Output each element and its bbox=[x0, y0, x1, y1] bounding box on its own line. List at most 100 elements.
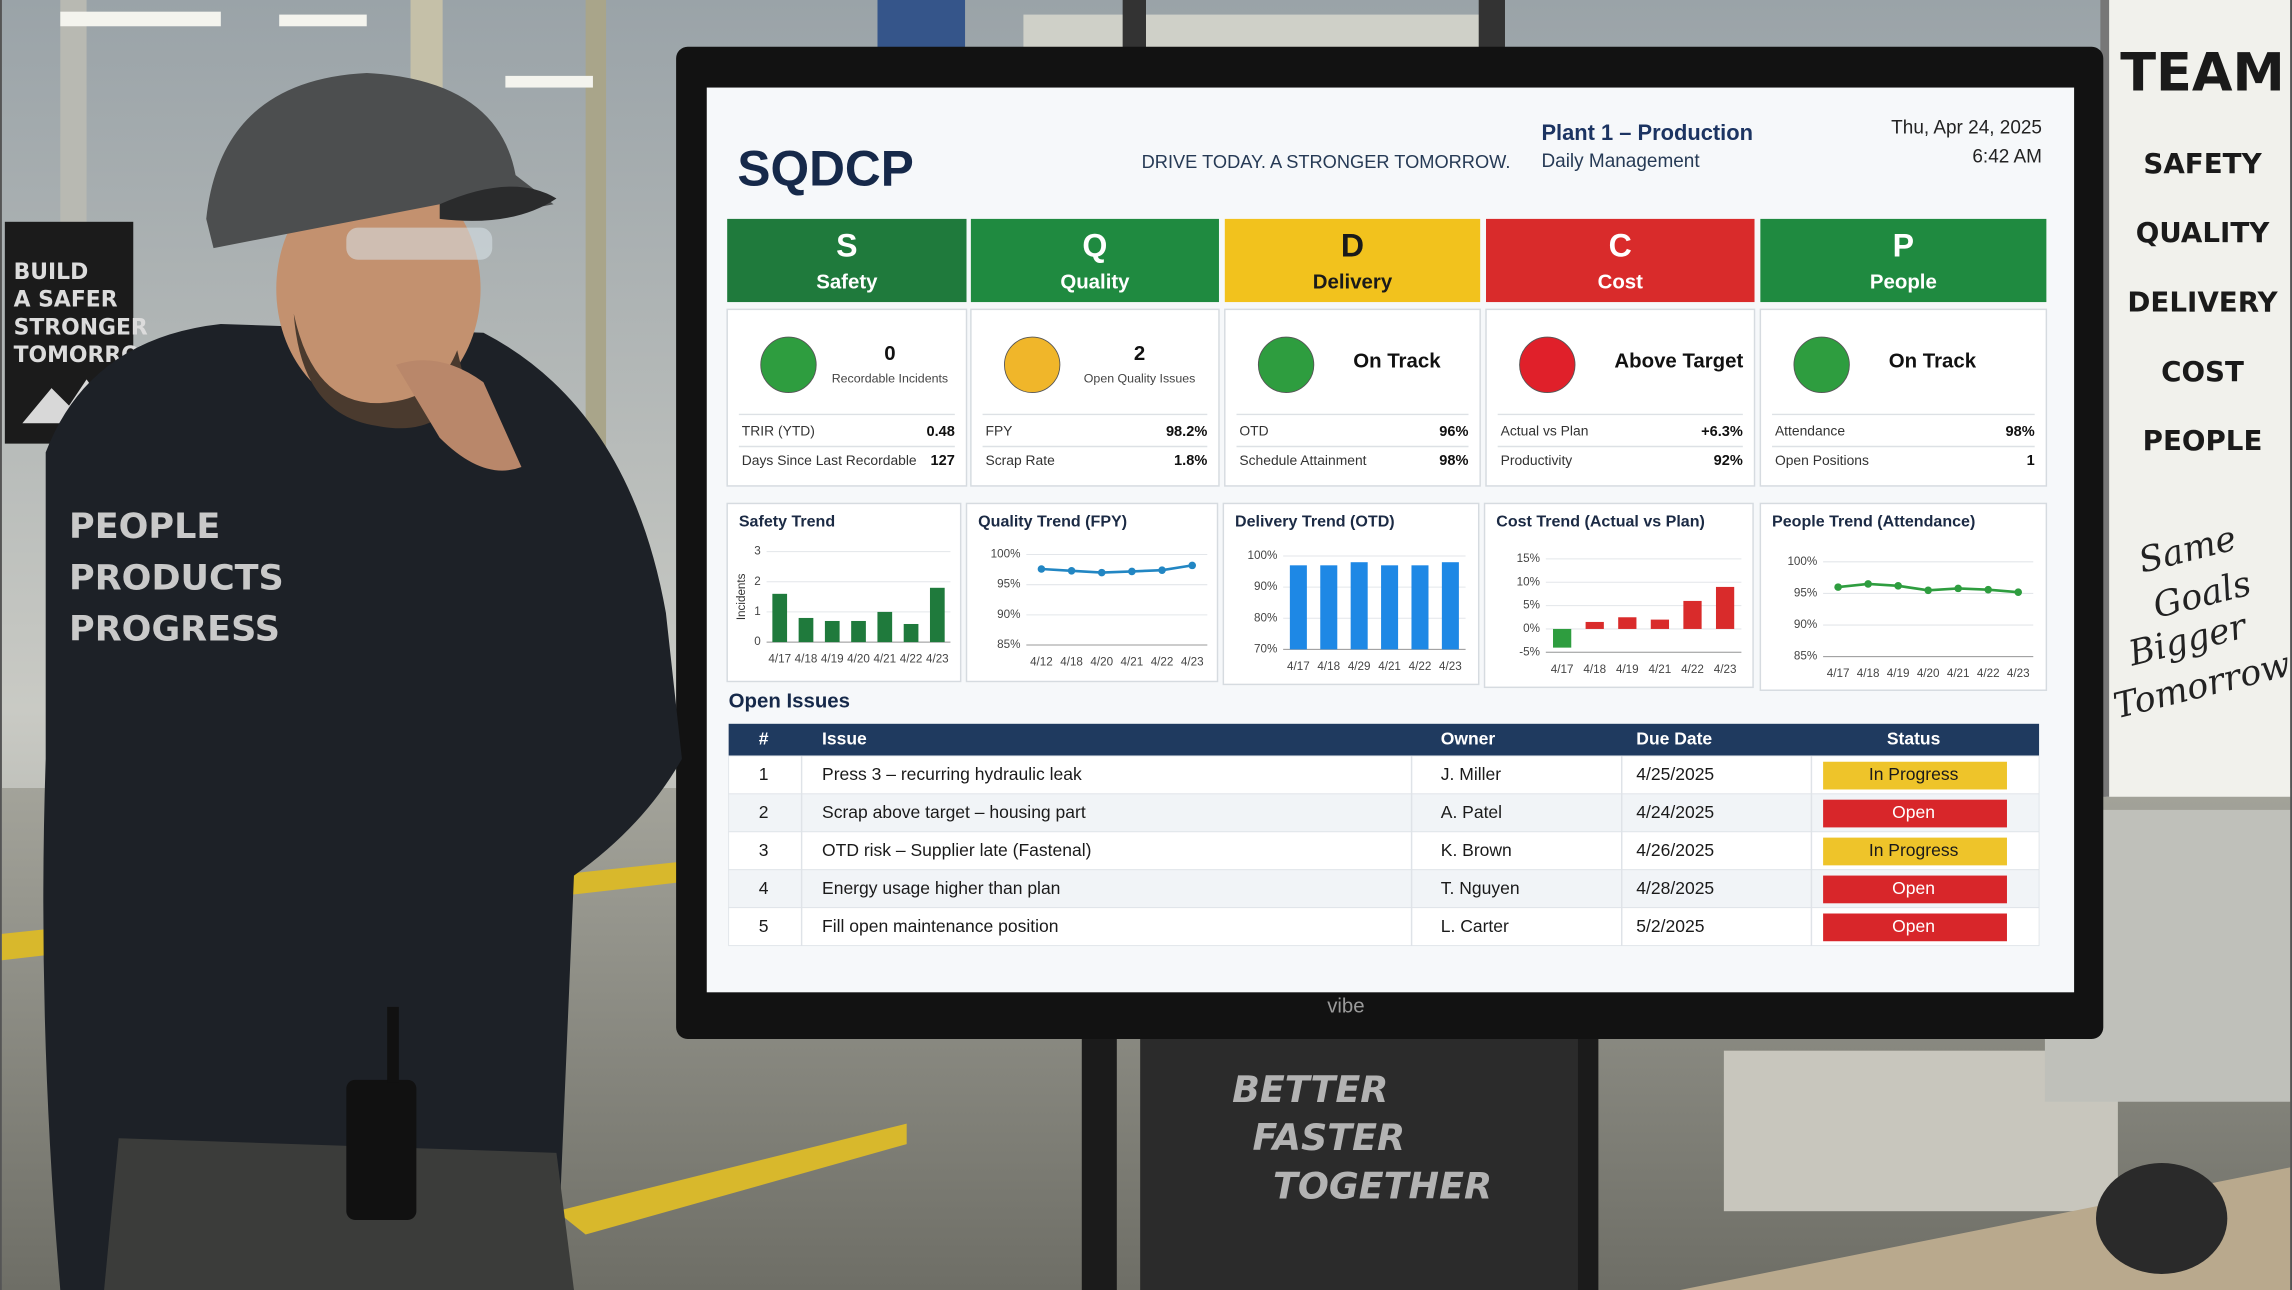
trend-point bbox=[1188, 561, 1197, 570]
kpi-status: On Track bbox=[1889, 350, 1977, 372]
x-tick-label: 4/19 bbox=[1887, 667, 1910, 680]
trend-point bbox=[1834, 583, 1842, 591]
status-light bbox=[1519, 336, 1576, 393]
kpi-card bbox=[1759, 308, 2048, 487]
bar bbox=[1441, 562, 1459, 650]
y-tick-label: 0 bbox=[754, 635, 761, 648]
table-cell: T. Nguyen bbox=[1441, 878, 1520, 898]
trend-point bbox=[1984, 585, 1993, 594]
x-tick-label: 4/17 bbox=[1287, 660, 1310, 673]
kpi-status: Above Target bbox=[1614, 350, 1743, 372]
pillar-header bbox=[1224, 218, 1481, 303]
x-tick-label: 4/19 bbox=[1616, 663, 1639, 676]
x-tick-label: 4/12 bbox=[1030, 656, 1053, 669]
table-cell: J. Miller bbox=[1441, 764, 1501, 784]
bar bbox=[877, 611, 893, 643]
whiteboard: TEAMSAFETYQUALITYDELIVERYCOSTPEOPLESameG… bbox=[2100, 0, 2292, 797]
pillar-letter: D bbox=[1341, 228, 1364, 264]
banner-text: BUILD bbox=[14, 260, 89, 285]
bar bbox=[903, 623, 919, 643]
pillar-letter: Q bbox=[1082, 228, 1107, 264]
status-light bbox=[760, 336, 817, 393]
pillar-name: Delivery bbox=[1313, 271, 1393, 293]
jacket-text: PRODUCTS bbox=[69, 557, 284, 598]
overlay: BETTER FASTER TOGETHER vibe bbox=[1232, 995, 1492, 1207]
y-tick-label: 2 bbox=[754, 575, 760, 588]
chart-title: Cost Trend (Actual vs Plan) bbox=[1496, 513, 1705, 531]
status-badge bbox=[1823, 837, 2007, 866]
y-tick-label: 5% bbox=[1523, 599, 1540, 612]
kpi-card bbox=[1485, 308, 1756, 487]
stand-sign-text: TOGETHER bbox=[1273, 1164, 1492, 1207]
bar bbox=[1650, 619, 1670, 629]
x-tick-label: 4/22 bbox=[1977, 667, 2000, 680]
y-tick-label: 70% bbox=[1254, 642, 1277, 655]
x-tick-label: 4/18 bbox=[1583, 663, 1606, 676]
kpi-card bbox=[970, 308, 1220, 487]
pillar-letter: P bbox=[1893, 228, 1914, 264]
bar bbox=[1585, 621, 1604, 629]
x-tick-label: 4/21 bbox=[1649, 663, 1672, 676]
metric-label: Productivity bbox=[1501, 452, 1573, 468]
y-tick-label: 3 bbox=[754, 545, 760, 558]
x-tick-label: 4/22 bbox=[1151, 656, 1174, 669]
trend-point bbox=[1128, 567, 1136, 576]
bar bbox=[851, 620, 866, 643]
pillar-letter: S bbox=[836, 228, 857, 264]
table-cell: 5 bbox=[759, 916, 769, 936]
bar bbox=[1715, 586, 1735, 629]
pillar-name: Cost bbox=[1598, 271, 1644, 293]
table-cell: OTD risk – Supplier late (Fastenal) bbox=[822, 840, 1091, 860]
person: PEOPLE PRODUCTS PROGRESS bbox=[43, 72, 682, 1290]
bar bbox=[1381, 565, 1399, 650]
table-cell: Fill open maintenance position bbox=[822, 916, 1058, 936]
table-cell: 4/26/2025 bbox=[1636, 840, 1714, 860]
plant: Plant 1 – Production bbox=[1541, 120, 1753, 145]
trend-point bbox=[1037, 565, 1046, 573]
whiteboard-item: COST bbox=[2161, 355, 2244, 388]
table-cell: Press 3 – recurring hydraulic leak bbox=[822, 764, 1082, 784]
x-tick-label: 4/21 bbox=[1947, 667, 1970, 680]
whiteboard-item: SAFETY bbox=[2143, 147, 2262, 180]
y-tick-label: 10% bbox=[1517, 575, 1540, 588]
metric-label: Open Positions bbox=[1775, 452, 1869, 468]
pillar-header bbox=[727, 218, 967, 303]
table-row bbox=[728, 755, 2040, 795]
status-label: Open bbox=[1892, 878, 1935, 898]
trend-point bbox=[1067, 567, 1076, 575]
date: Thu, Apr 24, 2025 bbox=[1891, 117, 2042, 138]
metric-value: 98% bbox=[1439, 453, 1468, 469]
column-header: Status bbox=[1887, 728, 1941, 748]
status-light bbox=[1793, 336, 1850, 393]
metric-value: 98% bbox=[2006, 424, 2035, 440]
status-label: In Progress bbox=[1869, 840, 1959, 860]
x-tick-label: 4/20 bbox=[847, 653, 870, 666]
pillar-name: People bbox=[1870, 271, 1937, 293]
table-row bbox=[728, 831, 2040, 871]
pillar-name: Quality bbox=[1060, 271, 1130, 293]
chart-panel bbox=[726, 502, 962, 683]
x-tick-label: 4/22 bbox=[1409, 660, 1432, 673]
x-tick-label: 4/23 bbox=[2007, 667, 2030, 680]
y-tick-label: 90% bbox=[1254, 580, 1277, 593]
chart-title: Quality Trend (FPY) bbox=[978, 513, 1127, 531]
y-tick-label: -5% bbox=[1519, 645, 1540, 658]
bar bbox=[1411, 565, 1429, 650]
dashboard-title: SQDCP bbox=[737, 140, 913, 196]
jacket-text: PROGRESS bbox=[69, 608, 280, 649]
trend-point bbox=[2014, 588, 2023, 596]
status-badge bbox=[1823, 799, 2007, 828]
y-tick-label: 0% bbox=[1523, 622, 1540, 635]
status-badge bbox=[1823, 761, 2007, 790]
table-cell: Scrap above target – housing part bbox=[822, 802, 1086, 822]
banner-text: A SAFER bbox=[14, 288, 118, 313]
table-row bbox=[728, 793, 2040, 833]
y-tick-label: 100% bbox=[991, 548, 1021, 561]
table-cell: L. Carter bbox=[1441, 916, 1509, 936]
table-cell: 4 bbox=[759, 878, 769, 898]
y-axis-label: Incidents bbox=[735, 573, 748, 620]
bar bbox=[1683, 600, 1702, 629]
column-header: Owner bbox=[1441, 728, 1496, 748]
table-cell: 4/24/2025 bbox=[1636, 802, 1714, 822]
metric-label: Scrap Rate bbox=[985, 452, 1055, 468]
